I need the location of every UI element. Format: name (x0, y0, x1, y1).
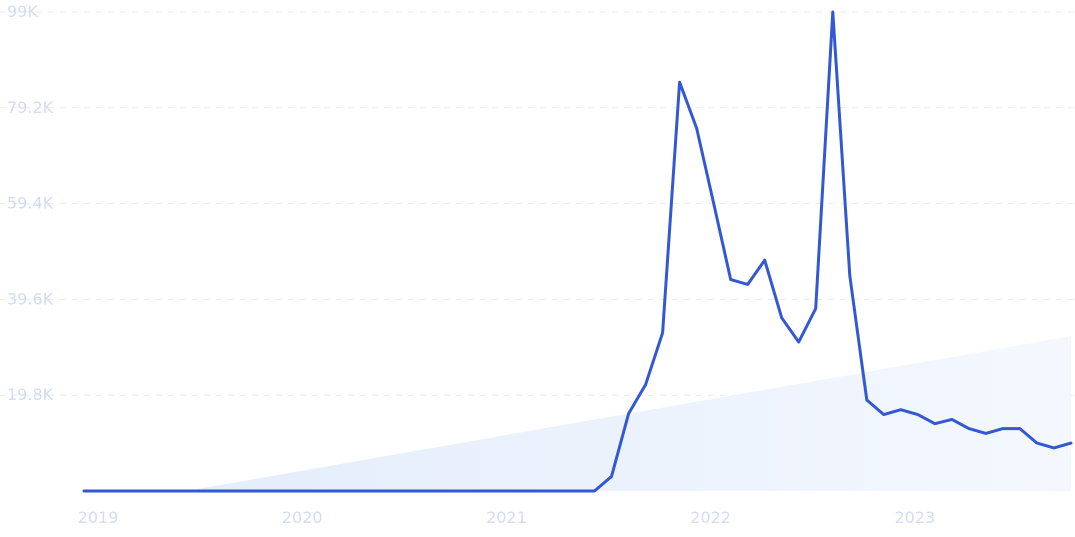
y-tick-label-4: 99K (7, 2, 38, 21)
x-tick-label-1: 2020 (282, 508, 323, 527)
x-tick-label-3: 2022 (690, 508, 731, 527)
series-line (82, 10, 1073, 493)
x-tick-label-4: 2023 (894, 508, 935, 527)
x-tick-label-2: 2021 (486, 508, 527, 527)
grid-layer (0, 11, 1075, 396)
y-tick-label-2: 59.4K (7, 194, 54, 213)
y-tick-label-1: 39.6K (7, 289, 54, 308)
y-tick-label-3: 79.2K (7, 98, 54, 117)
label-layer: 19.8K 39.6K 59.4K 79.2K 99K 2019 2020 2021 2022 2… (7, 2, 935, 527)
y-tick-label-0: 19.8K (7, 385, 54, 404)
line-layer (82, 10, 1073, 493)
x-tick-label-0: 2019 (78, 508, 119, 527)
